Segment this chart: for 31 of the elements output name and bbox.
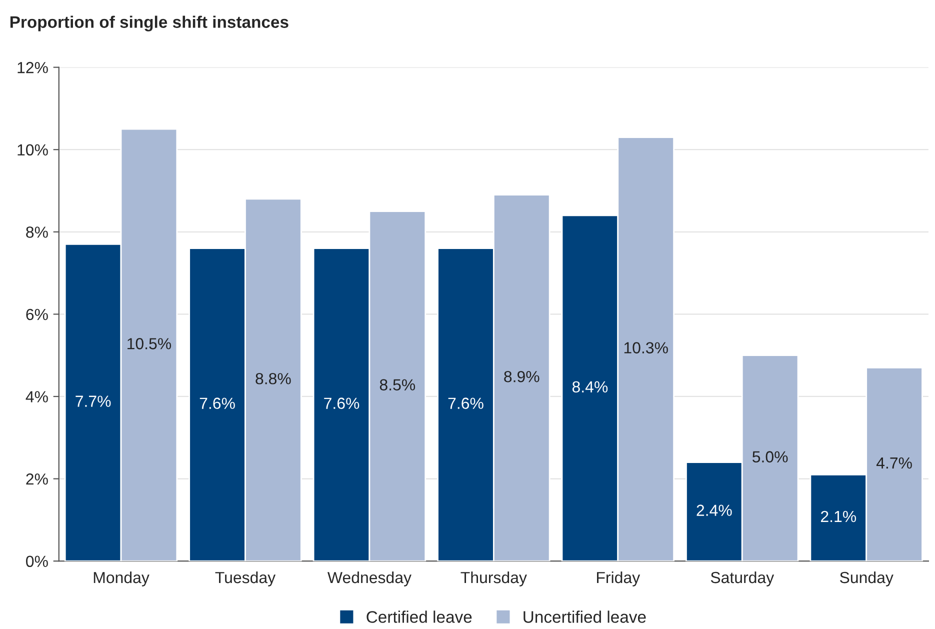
data-label: 5.0% bbox=[752, 451, 788, 462]
data-label: 10.3% bbox=[624, 342, 668, 354]
data-label: 10.5% bbox=[128, 338, 172, 350]
x-tick-label: Friday bbox=[597, 571, 640, 586]
data-label: 7.6% bbox=[200, 398, 235, 409]
data-label: 8.4% bbox=[572, 381, 608, 393]
x-tick-label: Tuesday bbox=[215, 571, 276, 586]
y-tick-label: 12% bbox=[18, 62, 48, 74]
y-tick-label: 8% bbox=[26, 226, 48, 238]
y-tick-label: 6% bbox=[26, 308, 48, 320]
chart-title: Proportion of single shift instances bbox=[10, 16, 288, 32]
x-tick-label: Monday bbox=[94, 571, 150, 586]
x-tick-label: Thursday bbox=[460, 571, 527, 586]
legend-label: Certified leave bbox=[366, 610, 472, 623]
x-tick-label: Sunday bbox=[840, 571, 894, 586]
y-tick-label: 4% bbox=[26, 391, 48, 402]
x-tick-label: Wednesday bbox=[328, 571, 412, 586]
data-label: 8.9% bbox=[504, 370, 540, 382]
data-label: 4.7% bbox=[876, 457, 912, 469]
y-tick-label: 10% bbox=[18, 144, 48, 156]
legend-label: Uncertified leave bbox=[524, 610, 646, 623]
data-label: 8.8% bbox=[256, 373, 291, 384]
data-label: 7.7% bbox=[76, 396, 111, 407]
y-tick-label: 0% bbox=[26, 556, 48, 568]
data-label: 2.4% bbox=[696, 504, 732, 516]
x-tick-label: Saturday bbox=[710, 571, 774, 586]
y-tick-label: 2% bbox=[26, 473, 48, 485]
data-label: 7.6% bbox=[448, 398, 484, 409]
data-label: 2.1% bbox=[820, 510, 856, 522]
data-label: 7.6% bbox=[324, 398, 360, 409]
data-label: 8.5% bbox=[380, 379, 416, 390]
